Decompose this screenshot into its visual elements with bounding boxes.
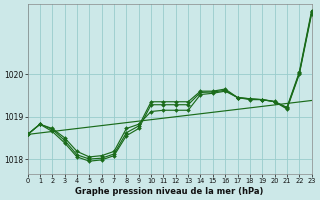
X-axis label: Graphe pression niveau de la mer (hPa): Graphe pression niveau de la mer (hPa): [76, 187, 264, 196]
